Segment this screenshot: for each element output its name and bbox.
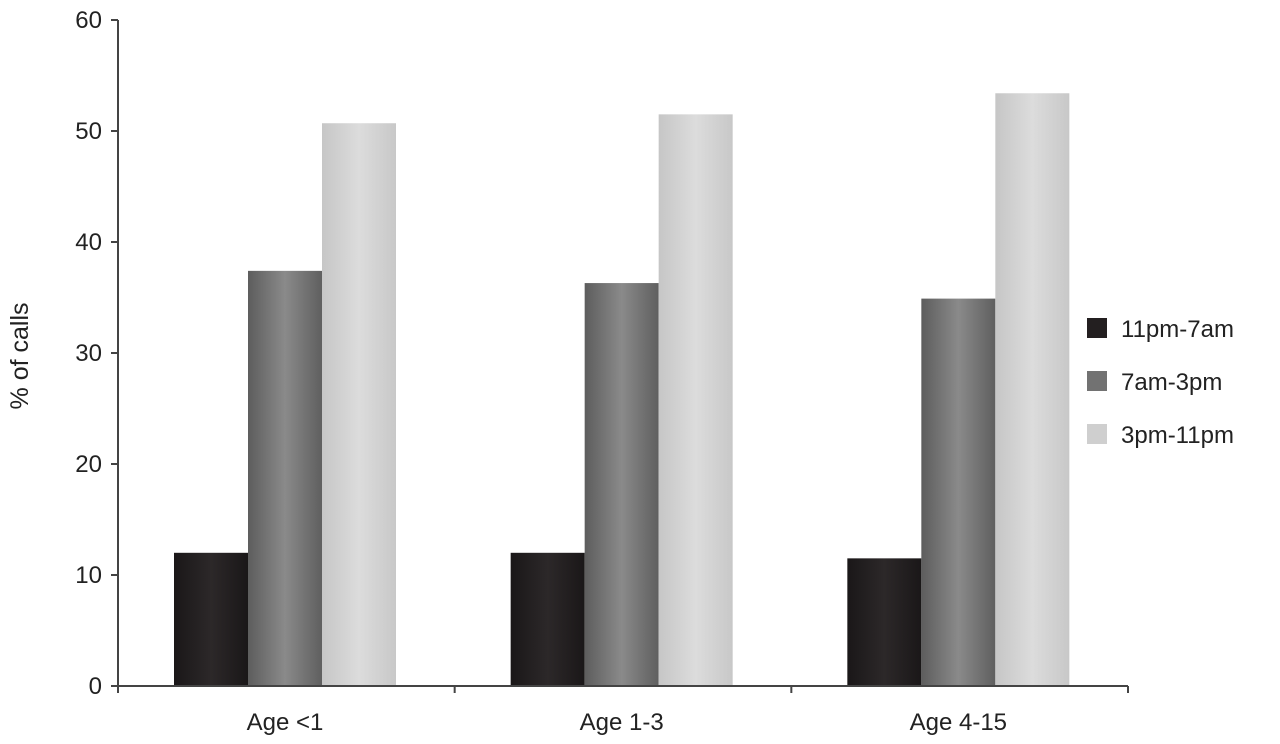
bar-1-1: [174, 552, 248, 686]
bar-2-2: [584, 283, 659, 686]
y-tick-label-4: 30: [75, 340, 102, 367]
bar-3-1: [322, 123, 396, 687]
legend-label-1: 11pm-7am: [1121, 316, 1234, 343]
y-tick-label-7: 60: [75, 7, 102, 34]
legend-swatch-1: [1087, 318, 1107, 338]
legend-swatch-3: [1087, 424, 1107, 444]
legend: 11pm-7am 7am-3pm 3pm-11pm: [1087, 316, 1234, 449]
bars-group: [174, 93, 1070, 687]
bar-2-1: [248, 270, 322, 686]
y-tick-label-5: 40: [75, 229, 102, 256]
y-tick-label-3: 20: [75, 451, 102, 478]
x-tick-label-3: Age 4-15: [910, 709, 1007, 736]
bar-1-2: [510, 552, 585, 686]
legend-label-3: 3pm-11pm: [1121, 422, 1234, 449]
y-tick-label-2: 10: [75, 562, 102, 589]
y-tick-label-6: 50: [75, 118, 102, 145]
bar-2-3: [921, 298, 996, 686]
axes-group: 0 10 20 30 40 50 60 Age <1 Age 1-3 Age 4-15: [75, 7, 1129, 736]
bar-1-3: [847, 558, 922, 686]
bar-3-3: [995, 93, 1070, 686]
bar-3-2: [658, 114, 733, 687]
legend-label-2: 7am-3pm: [1121, 369, 1222, 396]
x-tick-label-1: Age <1: [247, 709, 324, 736]
y-axis-title: % of calls: [6, 303, 34, 410]
y-tick-label-1: 0: [89, 673, 102, 700]
x-tick-label-2: Age 1-3: [580, 709, 664, 736]
legend-swatch-2: [1087, 371, 1107, 391]
